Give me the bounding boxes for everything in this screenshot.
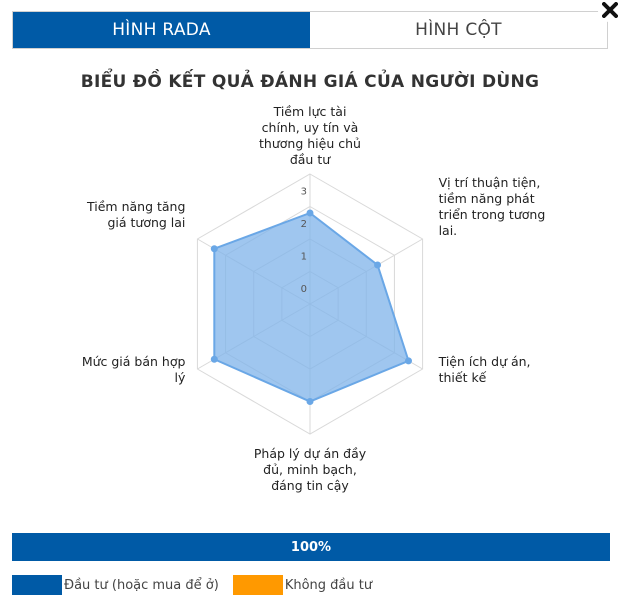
tick-label-1: 1 xyxy=(301,251,307,262)
close-button[interactable] xyxy=(598,0,620,22)
series-area-0 xyxy=(213,211,410,403)
data-point-2 xyxy=(405,357,413,365)
legend-item-invest[interactable]: Đầu tư (hoặc mua để ở) xyxy=(12,575,219,595)
axis-label-0: Tiềm lực tài chính, uy tín và thương hiệu … xyxy=(259,104,361,167)
radar-chart: 0 1 2 3 Tiềm lực tài chính, uy tín và thương h… xyxy=(82,104,546,493)
tab-radar[interactable]: HÌNH RADA xyxy=(13,12,310,48)
data-point-5 xyxy=(210,245,218,253)
data-point-1 xyxy=(374,261,382,269)
axis-label-2: Tiện ích dự án, thiết kế xyxy=(438,354,531,385)
legend-item-not-invest[interactable]: Không đầu tư xyxy=(232,575,373,595)
tick-label-3: 3 xyxy=(301,186,307,197)
axis-label-4: Mức giá bán hợp lý xyxy=(82,354,186,385)
axis-label-1: Vị trí thuận tiện, tiềm năng phát triển tr… xyxy=(439,175,546,238)
axis-label-5: Tiềm năng tăng giá tương lai xyxy=(86,199,185,230)
tab-column[interactable]: HÌNH CỘT xyxy=(310,12,607,48)
chart-title: BIỂU ĐỒ KẾT QUẢ ĐÁNH GIÁ CỦA NGƯỜI DÙNG xyxy=(80,72,540,92)
legend-swatch-invest xyxy=(12,575,62,595)
progress-label: 100% xyxy=(290,539,332,555)
close-icon xyxy=(602,2,618,18)
legend-label-invest: Đầu tư (hoặc mua để ở) xyxy=(64,577,219,593)
chart-tabs: HÌNH RADA HÌNH CỘT xyxy=(12,11,608,49)
axis-label-3: Pháp lý dự án đầy đủ, minh bạch, đáng tin … xyxy=(254,446,367,493)
tick-label-2: 2 xyxy=(301,219,307,230)
progress-bar: 100% xyxy=(12,533,610,561)
legend: Đầu tư (hoặc mua để ở) Không đầu tư xyxy=(12,574,386,596)
data-point-3 xyxy=(306,398,314,405)
tick-label-0: 0 xyxy=(301,284,307,295)
legend-swatch-not-invest xyxy=(232,575,283,595)
legend-label-not-invest: Không đầu tư xyxy=(284,577,373,593)
data-point-0 xyxy=(306,209,314,217)
data-point-4 xyxy=(210,355,218,363)
progress-fill xyxy=(12,533,610,561)
